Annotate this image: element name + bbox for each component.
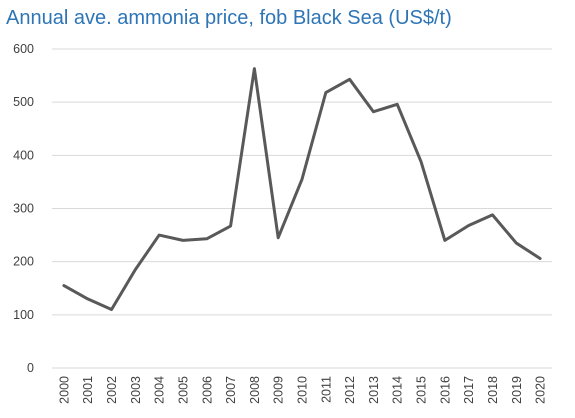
x-tick-label: 2020 — [534, 376, 548, 404]
x-tick-label: 2007 — [224, 376, 238, 404]
x-tick-label: 2012 — [343, 376, 357, 404]
x-tick-label: 2010 — [296, 376, 310, 404]
y-tick-label: 200 — [13, 255, 34, 269]
series-line — [62, 67, 542, 312]
x-tick-label: 2017 — [462, 376, 476, 404]
x-tick-label: 2002 — [105, 376, 119, 404]
x-axis-tick-labels: 2000 2001 2002 2003 2004 2005 2006 2007 2008 2009… — [57, 376, 547, 404]
x-tick-label: 2003 — [129, 376, 143, 404]
x-tick-label: 2000 — [57, 376, 71, 404]
x-tick-label: 2014 — [391, 376, 405, 404]
x-tick-label: 2005 — [176, 376, 190, 404]
gridlines — [52, 48, 552, 369]
x-tick-label: 2008 — [248, 376, 262, 404]
x-tick-label: 2001 — [81, 376, 95, 404]
y-tick-label: 0 — [27, 361, 34, 375]
chart-title: Annual ave. ammonia price, fob Black Sea… — [6, 7, 452, 29]
y-tick-label: 600 — [13, 42, 34, 56]
x-tick-label: 2018 — [486, 376, 500, 404]
x-tick-label: 2016 — [438, 376, 452, 404]
y-tick-label: 100 — [13, 308, 34, 322]
x-tick-label: 2013 — [367, 376, 381, 404]
series-layer — [62, 67, 542, 312]
y-axis-tick-labels: 0 100 200 300 400 500 600 — [13, 42, 34, 375]
x-tick-label: 2009 — [272, 376, 286, 404]
x-tick-label: 2015 — [415, 376, 429, 404]
y-tick-label: 500 — [13, 95, 34, 109]
x-tick-label: 2004 — [153, 376, 167, 404]
x-tick-label: 2011 — [319, 376, 333, 403]
y-tick-label: 400 — [13, 148, 34, 162]
x-tick-label: 2019 — [510, 376, 524, 404]
x-tick-label: 2006 — [200, 376, 214, 404]
y-tick-label: 300 — [13, 202, 34, 216]
